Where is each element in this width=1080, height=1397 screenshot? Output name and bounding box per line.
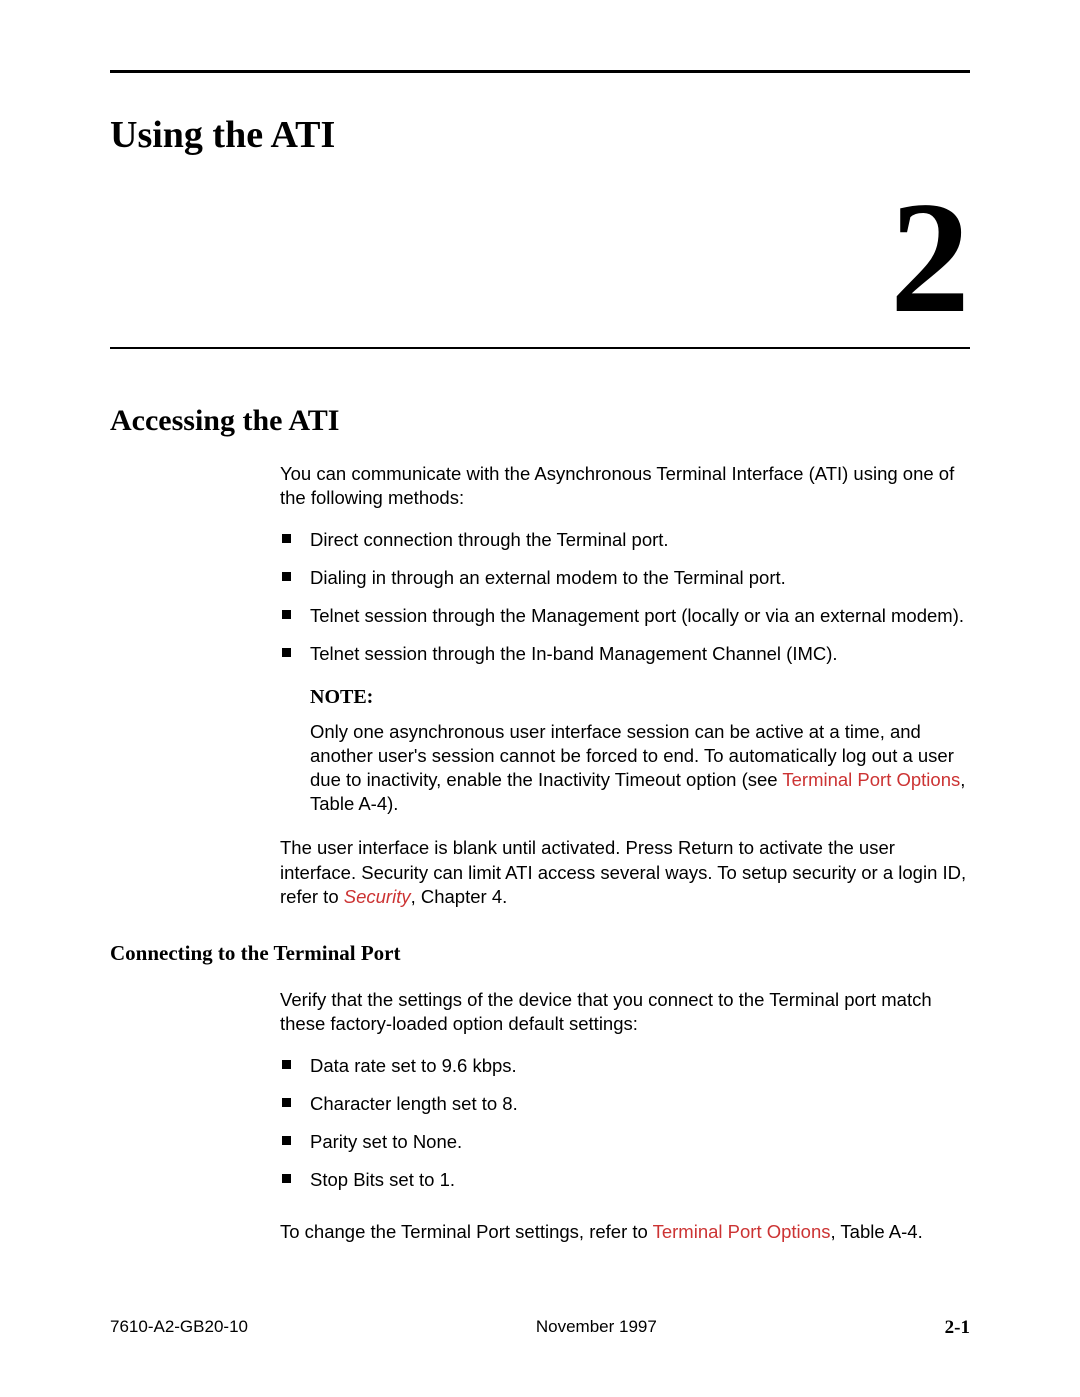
subsection-body: Verify that the settings of the device t…: [280, 988, 970, 1244]
list-item: Dialing in through an external modem to …: [280, 566, 970, 590]
section-intro: You can communicate with the Asynchronou…: [280, 462, 970, 510]
post-note-paragraph: The user interface is blank until activa…: [280, 836, 970, 908]
section-body: You can communicate with the Asynchronou…: [280, 462, 970, 909]
terminal-port-options-link[interactable]: Terminal Port Options: [782, 769, 960, 790]
note-heading: NOTE:: [310, 684, 970, 710]
list-item: Telnet session through the In-band Manag…: [280, 642, 970, 666]
methods-list: Direct connection through the Terminal p…: [280, 528, 970, 666]
post-note-post: , Chapter 4.: [411, 886, 508, 907]
list-item: Stop Bits set to 1.: [280, 1168, 970, 1192]
footer-date: November 1997: [536, 1317, 657, 1339]
subsection-intro: Verify that the settings of the device t…: [280, 988, 970, 1036]
outro-pre: To change the Terminal Port settings, re…: [280, 1221, 653, 1242]
list-item: Telnet session through the Management po…: [280, 604, 970, 628]
list-item: Parity set to None.: [280, 1130, 970, 1154]
subsection-title: Connecting to the Terminal Port: [110, 941, 970, 966]
list-item: Character length set to 8.: [280, 1092, 970, 1116]
note-block: NOTE: Only one asynchronous user interfa…: [310, 684, 970, 816]
list-item: Direct connection through the Terminal p…: [280, 528, 970, 552]
footer-doc-id: 7610-A2-GB20-10: [110, 1317, 248, 1339]
settings-list: Data rate set to 9.6 kbps. Character len…: [280, 1054, 970, 1192]
mid-rule: [110, 347, 970, 349]
chapter-title: Using the ATI: [110, 113, 970, 157]
chapter-number: 2: [110, 177, 970, 337]
footer-page-number: 2-1: [945, 1317, 970, 1339]
terminal-port-options-link-2[interactable]: Terminal Port Options: [653, 1221, 831, 1242]
page-container: Using the ATI 2 Accessing the ATI You ca…: [0, 0, 1080, 1322]
subsection-outro: To change the Terminal Port settings, re…: [280, 1220, 970, 1244]
note-body: Only one asynchronous user interface ses…: [310, 720, 970, 816]
page-footer: 7610-A2-GB20-10 November 1997 2-1: [110, 1317, 970, 1339]
top-rule: [110, 70, 970, 73]
outro-post: , Table A-4.: [830, 1221, 922, 1242]
list-item: Data rate set to 9.6 kbps.: [280, 1054, 970, 1078]
security-link[interactable]: Security: [344, 886, 411, 907]
section-title: Accessing the ATI: [110, 404, 970, 438]
